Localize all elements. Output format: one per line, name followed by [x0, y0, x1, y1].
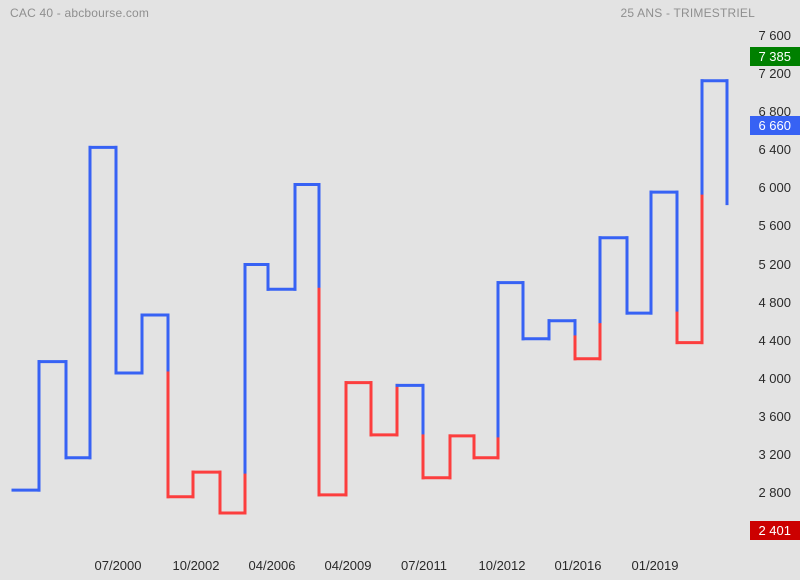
y-axis-tick: 6 000: [758, 180, 791, 196]
x-axis-label: 07/2011: [400, 558, 448, 573]
badge-period-high: 7 385: [750, 46, 800, 66]
y-axis-tick: 3 200: [758, 446, 791, 462]
y-axis-tick: 7 600: [758, 28, 791, 43]
y-axis-tick: 3 600: [758, 408, 791, 424]
x-axis-label: 07/2000: [94, 558, 142, 573]
x-axis-label: 10/2002: [172, 558, 220, 573]
y-axis-tick: 4 400: [758, 332, 791, 348]
y-axis-tick: 5 200: [758, 256, 791, 272]
y-axis-tick: 2 800: [758, 485, 791, 500]
x-axis-label: 04/2006: [248, 558, 296, 573]
badge-last-price-value: 6 660: [758, 117, 791, 133]
x-axis-label: 10/2012: [478, 558, 526, 573]
y-axis-tick: 7 200: [758, 66, 791, 82]
y-axis-tick: 5 600: [758, 218, 791, 234]
y-axis-tick: 6 400: [758, 142, 791, 158]
badge-period-low-value: 2 401: [758, 523, 791, 539]
x-axis-label: 04/2009: [324, 558, 372, 573]
y-axis-tick: 4 000: [758, 370, 791, 386]
chart-title: CAC 40 - abcbourse.com: [10, 6, 150, 20]
y-axis-tick: 6 800: [758, 104, 791, 120]
badge-period-high-value: 7 385: [758, 48, 791, 64]
badge-last-price: 6 660: [750, 115, 800, 135]
y-axis-tick: 4 800: [758, 294, 791, 310]
x-axis-label: 01/2016: [554, 558, 602, 573]
badge-period-low: 2 401: [750, 521, 800, 541]
period-label: 25 ANS - TRIMESTRIEL: [620, 6, 755, 20]
x-axis-label: 01/2019: [631, 558, 679, 573]
